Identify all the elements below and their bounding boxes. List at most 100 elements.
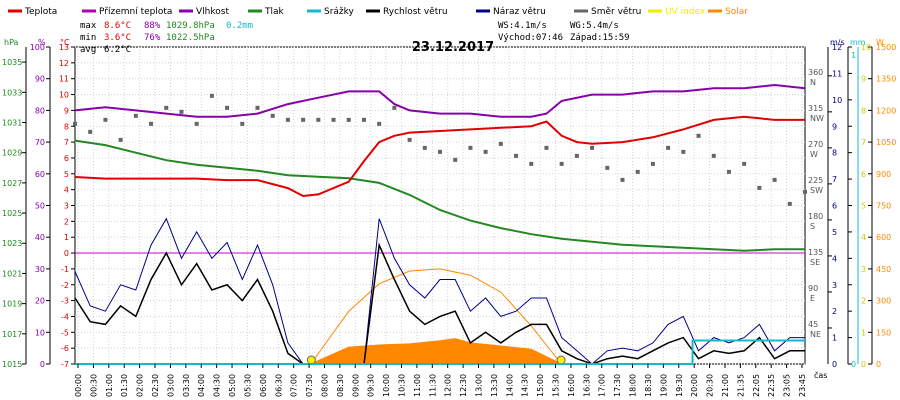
stat-avg-label: avg <box>80 45 96 55</box>
x-tick-label: 21:35 <box>736 374 745 397</box>
wind-direction-point <box>772 177 777 182</box>
wind-direction-point <box>635 169 640 174</box>
stat-min-temp: 3.6°C <box>104 33 131 43</box>
dir-tick-compass: S <box>810 222 815 231</box>
solar-clear-sky-line <box>310 268 562 365</box>
dir-tick-label: 270 <box>808 140 823 149</box>
w-tick-label: 1050 <box>876 138 896 147</box>
wind-direction-point <box>529 161 534 166</box>
temp-tick-label: 6 <box>64 154 69 163</box>
hpa-tick-label: 1021 <box>2 269 22 278</box>
chart-title: 23.12.2017 <box>412 40 494 55</box>
wind-direction-point <box>270 113 275 118</box>
temp-tick-label: 0 <box>64 249 69 258</box>
temp-axis-unit: °C <box>60 38 70 47</box>
w-tick-label: 300 <box>876 297 891 306</box>
wind-direction-point <box>726 169 731 174</box>
x-tick-label: 14:30 <box>521 374 530 397</box>
x-tick-label: 16:30 <box>582 374 591 397</box>
uv-tick-label: 0 <box>861 360 866 369</box>
ms-axis-unit: m/s <box>830 38 845 47</box>
w-tick-label: 1200 <box>876 106 896 115</box>
legend-label: UV index <box>665 7 706 17</box>
w-tick-label: 150 <box>876 328 891 337</box>
ms-tick-label: 2 <box>832 307 837 316</box>
wind-direction-point <box>559 161 564 166</box>
temp-tick-label: -7 <box>61 360 69 369</box>
wind-direction-point <box>240 121 245 126</box>
dir-tick-label: 90 <box>808 284 818 293</box>
info-sunset: Západ:15:59 <box>570 33 630 43</box>
dir-tick-label: 225 <box>808 176 823 185</box>
temp-tick-label: 8 <box>64 122 69 131</box>
hpa-tick-label: 1015 <box>2 360 22 369</box>
info-block: WS:4.1m/s WG:5.4m/s Východ:07:46 Západ:1… <box>498 21 630 43</box>
wind-direction-point <box>149 121 154 126</box>
w-tick-label: 0 <box>876 360 881 369</box>
x-tick-label: 01:30 <box>120 374 129 397</box>
x-axis-label: čas <box>814 370 827 380</box>
uv-tick-label: 10 <box>861 43 871 52</box>
temperature-line <box>74 115 805 198</box>
stat-min-label: min <box>80 33 96 43</box>
hpa-axis-unit: hPa <box>4 38 19 47</box>
uv-tick-label: 9 <box>861 75 866 84</box>
wind-direction-point <box>468 145 473 150</box>
axes: 00:00 00:30 01:00 01:30 02:00 02:30 03:00 03:30… <box>2 38 896 397</box>
uv-tick-label: 3 <box>861 265 866 274</box>
ms-tick-label: 3 <box>832 281 837 290</box>
wind-direction-point <box>544 145 549 150</box>
wind-direction-point <box>787 201 792 206</box>
dir-tick-compass: SE <box>810 258 820 267</box>
x-tick-label: 09:30 <box>367 374 376 397</box>
stats-block: max 8.6°C 88% 1029.8hPa 0.2mm min 3.6°C … <box>80 21 253 55</box>
x-tick-label: 04:00 <box>197 374 206 397</box>
wind-direction-point <box>301 117 306 122</box>
ms-tick-label: 4 <box>832 254 837 263</box>
x-tick-label: 17:30 <box>613 374 622 397</box>
wind-direction-point <box>179 109 184 114</box>
temp-tick-label: 3 <box>64 202 69 211</box>
mm-tick-label: 0 <box>851 360 856 369</box>
wind-direction-point <box>316 117 321 122</box>
uv-tick-label: 4 <box>861 233 866 242</box>
x-tick-label: 01:00 <box>105 374 114 397</box>
stat-max-press: 1029.8hPa <box>166 21 215 31</box>
pct-tick-label: 20 <box>35 297 45 306</box>
x-tick-label: 03:00 <box>166 374 175 397</box>
x-tick-label: 16:00 <box>567 374 576 397</box>
dir-tick-label: 45 <box>808 320 818 329</box>
wind-direction-point <box>377 121 382 126</box>
x-tick-label: 11:30 <box>428 374 437 397</box>
wind-direction-point <box>803 189 807 194</box>
mm-axis-unit: mm <box>850 38 866 47</box>
wind-direction-point <box>650 161 655 166</box>
temp-tick-label: -6 <box>61 344 69 353</box>
pct-tick-label: 30 <box>35 265 45 274</box>
uv-tick-label: 1 <box>861 328 866 337</box>
legend-label: Vlhkost <box>196 7 229 17</box>
legend-label: Teplota <box>24 7 57 17</box>
legend: Teplota Přízemní teplota Vlhkost Tlak Srážky… <box>8 7 748 17</box>
pct-tick-label: 60 <box>35 170 45 179</box>
pct-tick-label: 70 <box>35 138 45 147</box>
legend-label: Přízemní teplota <box>99 7 172 17</box>
pressure-line <box>74 139 805 252</box>
w-tick-label: 450 <box>876 265 891 274</box>
wind-direction-point <box>483 149 488 154</box>
x-tick-label: 13:30 <box>490 374 499 397</box>
stat-max-temp: 8.6°C <box>104 21 131 31</box>
temp-tick-label: 11 <box>59 75 69 84</box>
hpa-tick-label: 1027 <box>2 179 22 188</box>
info-wg: WG:5.4m/s <box>570 21 619 31</box>
wind-direction-point <box>514 153 519 158</box>
wind-direction-point <box>209 93 214 98</box>
wind-direction-point <box>88 129 93 134</box>
wind-gust-line <box>74 217 805 365</box>
legend-label: Náraz větru <box>493 7 546 17</box>
x-tick-label: 07:30 <box>305 374 314 397</box>
w-tick-label: 750 <box>876 202 891 211</box>
x-tick-label: 12:00 <box>444 374 453 397</box>
